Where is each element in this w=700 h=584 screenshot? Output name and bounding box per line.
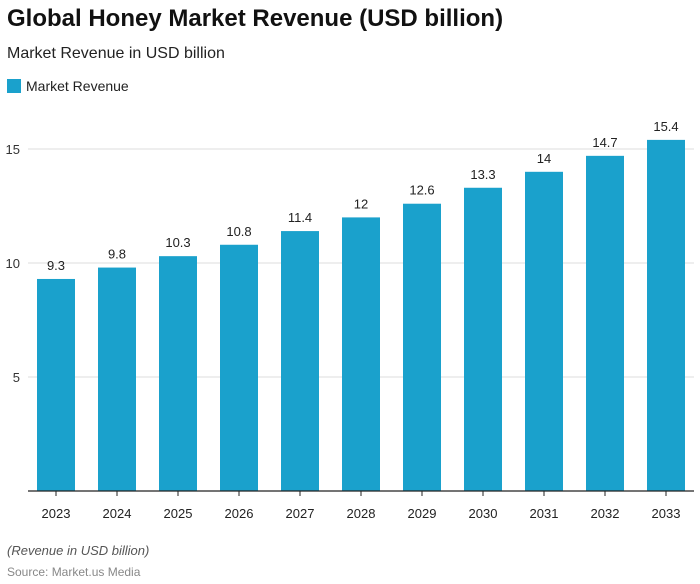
x-tick-label: 2024: [103, 506, 132, 521]
bar: [647, 139, 685, 491]
data-label: 14: [537, 151, 551, 166]
bar: [281, 231, 319, 491]
data-label: 12: [354, 196, 368, 211]
x-tick-label: 2032: [591, 506, 620, 521]
y-tick-label: 5: [13, 370, 20, 385]
data-label: 10.8: [226, 224, 251, 239]
bar: [37, 278, 75, 491]
data-label: 9.8: [108, 247, 126, 262]
x-tick-label: 2029: [408, 506, 437, 521]
data-label: 9.3: [47, 258, 65, 273]
x-tick-label: 2033: [652, 506, 681, 521]
data-label: 13.3: [470, 167, 495, 182]
bar: [525, 171, 563, 492]
x-tick-label: 2028: [347, 506, 376, 521]
data-label: 14.7: [592, 135, 617, 150]
bar: [98, 267, 136, 491]
bar: [403, 203, 441, 491]
x-tick-label: 2023: [42, 506, 71, 521]
x-tick-label: 2025: [164, 506, 193, 521]
legend-swatch: [7, 79, 21, 93]
data-label: 15.4: [653, 119, 678, 134]
chart-note: (Revenue in USD billion): [7, 543, 150, 558]
chart-source: Source: Market.us Media: [7, 565, 141, 579]
x-tick-label: 2026: [225, 506, 254, 521]
legend-label: Market Revenue: [26, 78, 129, 94]
data-label: 11.4: [288, 210, 312, 225]
bar: [464, 187, 502, 491]
chart-subtitle: Market Revenue in USD billion: [7, 45, 225, 62]
data-label: 10.3: [165, 235, 190, 250]
legend: Market Revenue: [7, 78, 129, 94]
x-tick-label: 2027: [286, 506, 315, 521]
x-tick-label: 2030: [469, 506, 498, 521]
data-label: 12.6: [409, 183, 434, 198]
chart-title: Global Honey Market Revenue (USD billion…: [7, 5, 504, 32]
bar: [159, 256, 197, 491]
bar: [220, 244, 258, 491]
bar: [586, 155, 624, 491]
y-tick-label: 10: [6, 256, 20, 271]
x-tick-label: 2031: [530, 506, 559, 521]
bar: [342, 217, 380, 491]
y-tick-label: 15: [6, 142, 20, 157]
